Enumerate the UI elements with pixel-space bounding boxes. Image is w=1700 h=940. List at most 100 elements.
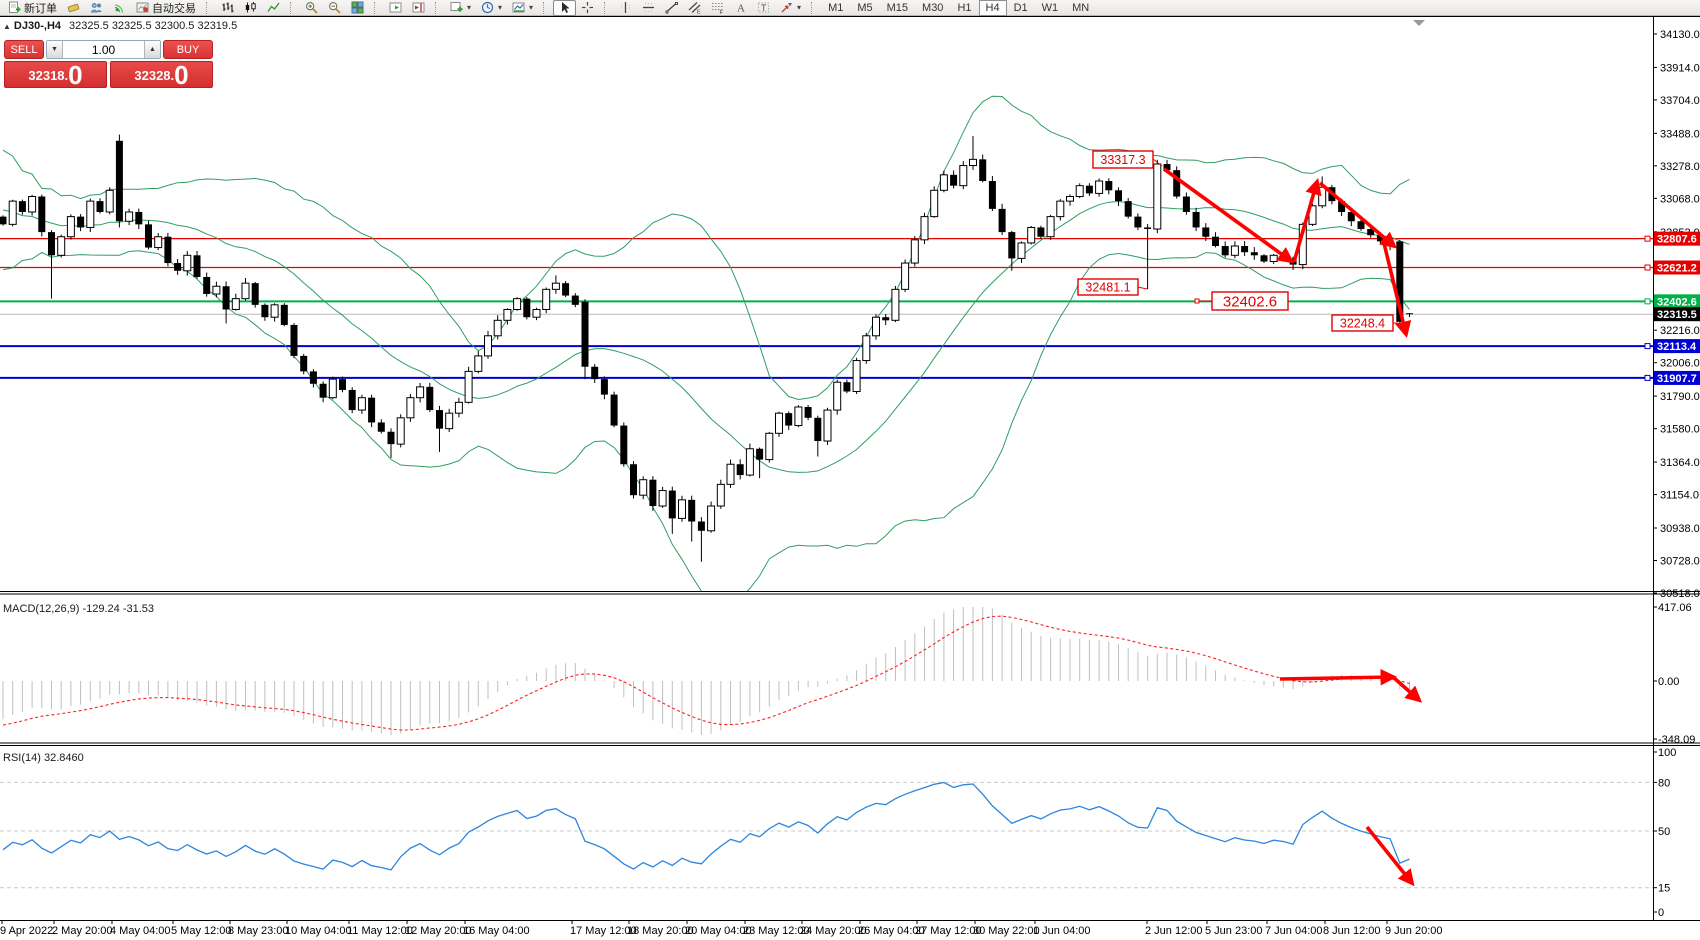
- zoom-out-button[interactable]: [323, 0, 346, 16]
- periods-button[interactable]: ▾: [476, 0, 507, 16]
- trend-icon: [665, 1, 679, 14]
- svg-text:33704.0: 33704.0: [1660, 95, 1700, 107]
- svg-text:0.00: 0.00: [1658, 676, 1679, 688]
- horizontal-line-button[interactable]: [637, 0, 660, 16]
- template-icon: [512, 1, 525, 14]
- svg-text:T: T: [761, 3, 767, 13]
- buy-button[interactable]: BUY: [163, 40, 213, 59]
- svg-text:31364.0: 31364.0: [1660, 457, 1700, 469]
- text-button[interactable]: A: [729, 0, 752, 16]
- svg-text:32481.1: 32481.1: [1085, 281, 1130, 295]
- svg-text:9 Apr 2022: 9 Apr 2022: [0, 925, 53, 937]
- rsi-axis[interactable]: 100 80 50 15 0: [1653, 747, 1676, 919]
- new-chart-button[interactable]: ▾: [445, 0, 476, 16]
- svg-text:8 May 23:00: 8 May 23:00: [228, 925, 289, 937]
- trendline-button[interactable]: [660, 0, 683, 16]
- svg-text:30728.0: 30728.0: [1660, 556, 1700, 568]
- zoom-in-icon: [305, 1, 318, 14]
- toolbar: 新订单 自动交易 ▾ ▾ ▾ E F A T ▾ M1 M5 M15 M30 H1 H4 D1 W1 MN: [0, 0, 1700, 16]
- cursor-icon: [558, 1, 571, 14]
- arrows-icon: [780, 1, 793, 14]
- crosshair-button[interactable]: [576, 0, 599, 16]
- timeframe-m1-button[interactable]: M1: [828, 1, 844, 14]
- equidistant-channel-button[interactable]: E: [683, 0, 706, 16]
- ask-price-box[interactable]: 32328. 0: [110, 61, 213, 88]
- candlestick-chart-button[interactable]: [239, 0, 262, 16]
- svg-text:33914.0: 33914.0: [1660, 62, 1700, 74]
- crosshair-icon: [581, 1, 594, 14]
- tile-icon: [351, 1, 364, 14]
- timeframe-m30-button[interactable]: M30: [922, 1, 944, 14]
- vertical-line-button[interactable]: [614, 0, 637, 16]
- chart-shift-button[interactable]: [407, 0, 430, 16]
- autotrade-icon: [136, 1, 149, 14]
- symbol-period-label: DJ30-,H4: [13, 20, 61, 32]
- eraser-icon: [67, 1, 80, 14]
- svg-text:7 Jun 04:00: 7 Jun 04:00: [1265, 925, 1323, 937]
- macd-arrows[interactable]: [1279, 668, 1423, 703]
- profiles-button[interactable]: [85, 0, 108, 16]
- svg-text:32113.4: 32113.4: [1657, 341, 1697, 353]
- ask-integer: 32328: [134, 68, 171, 83]
- price-axis[interactable]: 34130.0 33914.0 33704.0 33488.0 33278.0 33068…: [1653, 29, 1700, 600]
- line-chart-button[interactable]: [262, 0, 285, 16]
- svg-text:32216.0: 32216.0: [1660, 325, 1700, 337]
- timeframe-d1-button[interactable]: D1: [1013, 1, 1028, 14]
- bollinger-bands: [2, 95, 1410, 591]
- timeframe-mn-button[interactable]: MN: [1072, 1, 1090, 14]
- zoom-out-icon: [328, 1, 341, 14]
- chart-shift-marker-icon[interactable]: [1413, 20, 1425, 26]
- ask-dot: .: [170, 68, 175, 83]
- new-order-button[interactable]: 新订单: [3, 0, 62, 16]
- svg-text:11 May 12:00: 11 May 12:00: [347, 925, 413, 937]
- volume-stepper[interactable]: ▼ 1.00 ▲: [46, 40, 161, 59]
- bar-chart-button[interactable]: [216, 0, 239, 16]
- signals-button[interactable]: [108, 0, 131, 16]
- auto-scroll-button[interactable]: [384, 0, 407, 16]
- fibonacci-button[interactable]: F: [706, 0, 729, 16]
- svg-text:-348.09: -348.09: [1658, 734, 1695, 746]
- svg-text:31154.0: 31154.0: [1660, 490, 1699, 502]
- timeframe-m15-button[interactable]: M15: [886, 1, 909, 14]
- timeframe-m5-button[interactable]: M5: [857, 1, 873, 14]
- sell-button[interactable]: SELL: [4, 40, 44, 59]
- toolbar-separator: [811, 1, 816, 14]
- arrows-button[interactable]: ▾: [775, 0, 806, 16]
- candlesticks: [0, 134, 1413, 562]
- rsi-arrows[interactable]: [1365, 825, 1415, 887]
- price-annotations[interactable]: 33317.3 32481.1 32402.6 32248.4: [1077, 150, 1398, 332]
- macd-axis[interactable]: 417.06 0.00 -348.09: [1653, 602, 1695, 746]
- volume-value[interactable]: 1.00: [63, 41, 144, 58]
- svg-text:32006.0: 32006.0: [1660, 358, 1700, 370]
- rsi-pane: [0, 781, 1653, 889]
- svg-text:33278.0: 33278.0: [1660, 161, 1700, 173]
- toolbar-separator: [374, 1, 379, 14]
- volume-decrease-icon[interactable]: ▼: [47, 41, 63, 58]
- bid-price-box[interactable]: 32318. 0: [4, 61, 107, 88]
- timeframe-h1-button[interactable]: H1: [957, 1, 972, 14]
- cursor-button[interactable]: [553, 0, 577, 16]
- new-chart-icon: [450, 1, 463, 14]
- toolbar-separator: [206, 1, 211, 14]
- svg-text:33068.0: 33068.0: [1660, 193, 1700, 205]
- svg-text:30938.0: 30938.0: [1660, 523, 1700, 535]
- svg-text:33317.3: 33317.3: [1100, 153, 1145, 167]
- volume-increase-icon[interactable]: ▲: [144, 41, 160, 58]
- zoom-in-button[interactable]: [300, 0, 323, 16]
- svg-text:31907.7: 31907.7: [1657, 373, 1697, 385]
- templates-button[interactable]: ▾: [507, 0, 538, 16]
- autotrade-button[interactable]: 自动交易: [131, 0, 201, 16]
- timeframe-h4-button[interactable]: H4: [978, 0, 1007, 16]
- timeframe-w1-button[interactable]: W1: [1041, 1, 1059, 14]
- toolbar-separator: [435, 1, 440, 14]
- trend-arrows[interactable]: [1162, 167, 1412, 339]
- text-label-button[interactable]: T: [752, 0, 775, 16]
- label-icon: T: [757, 1, 770, 14]
- svg-text:417.06: 417.06: [1658, 602, 1692, 614]
- rsi-indicator-label: RSI(14) 32.8460: [3, 752, 84, 764]
- eraser-button[interactable]: [62, 0, 85, 16]
- tile-windows-button[interactable]: [346, 0, 369, 16]
